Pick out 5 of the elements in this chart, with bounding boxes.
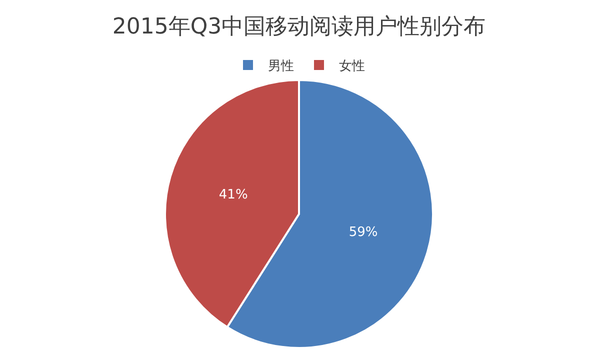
legend-label: 女性 [339,59,365,74]
chart-title: 2015年Q3中国移动阅读用户性别分布 [112,14,486,40]
data-label: 41% [218,187,248,202]
data-label: 59% [348,225,378,240]
legend-label: 男性 [268,59,294,74]
